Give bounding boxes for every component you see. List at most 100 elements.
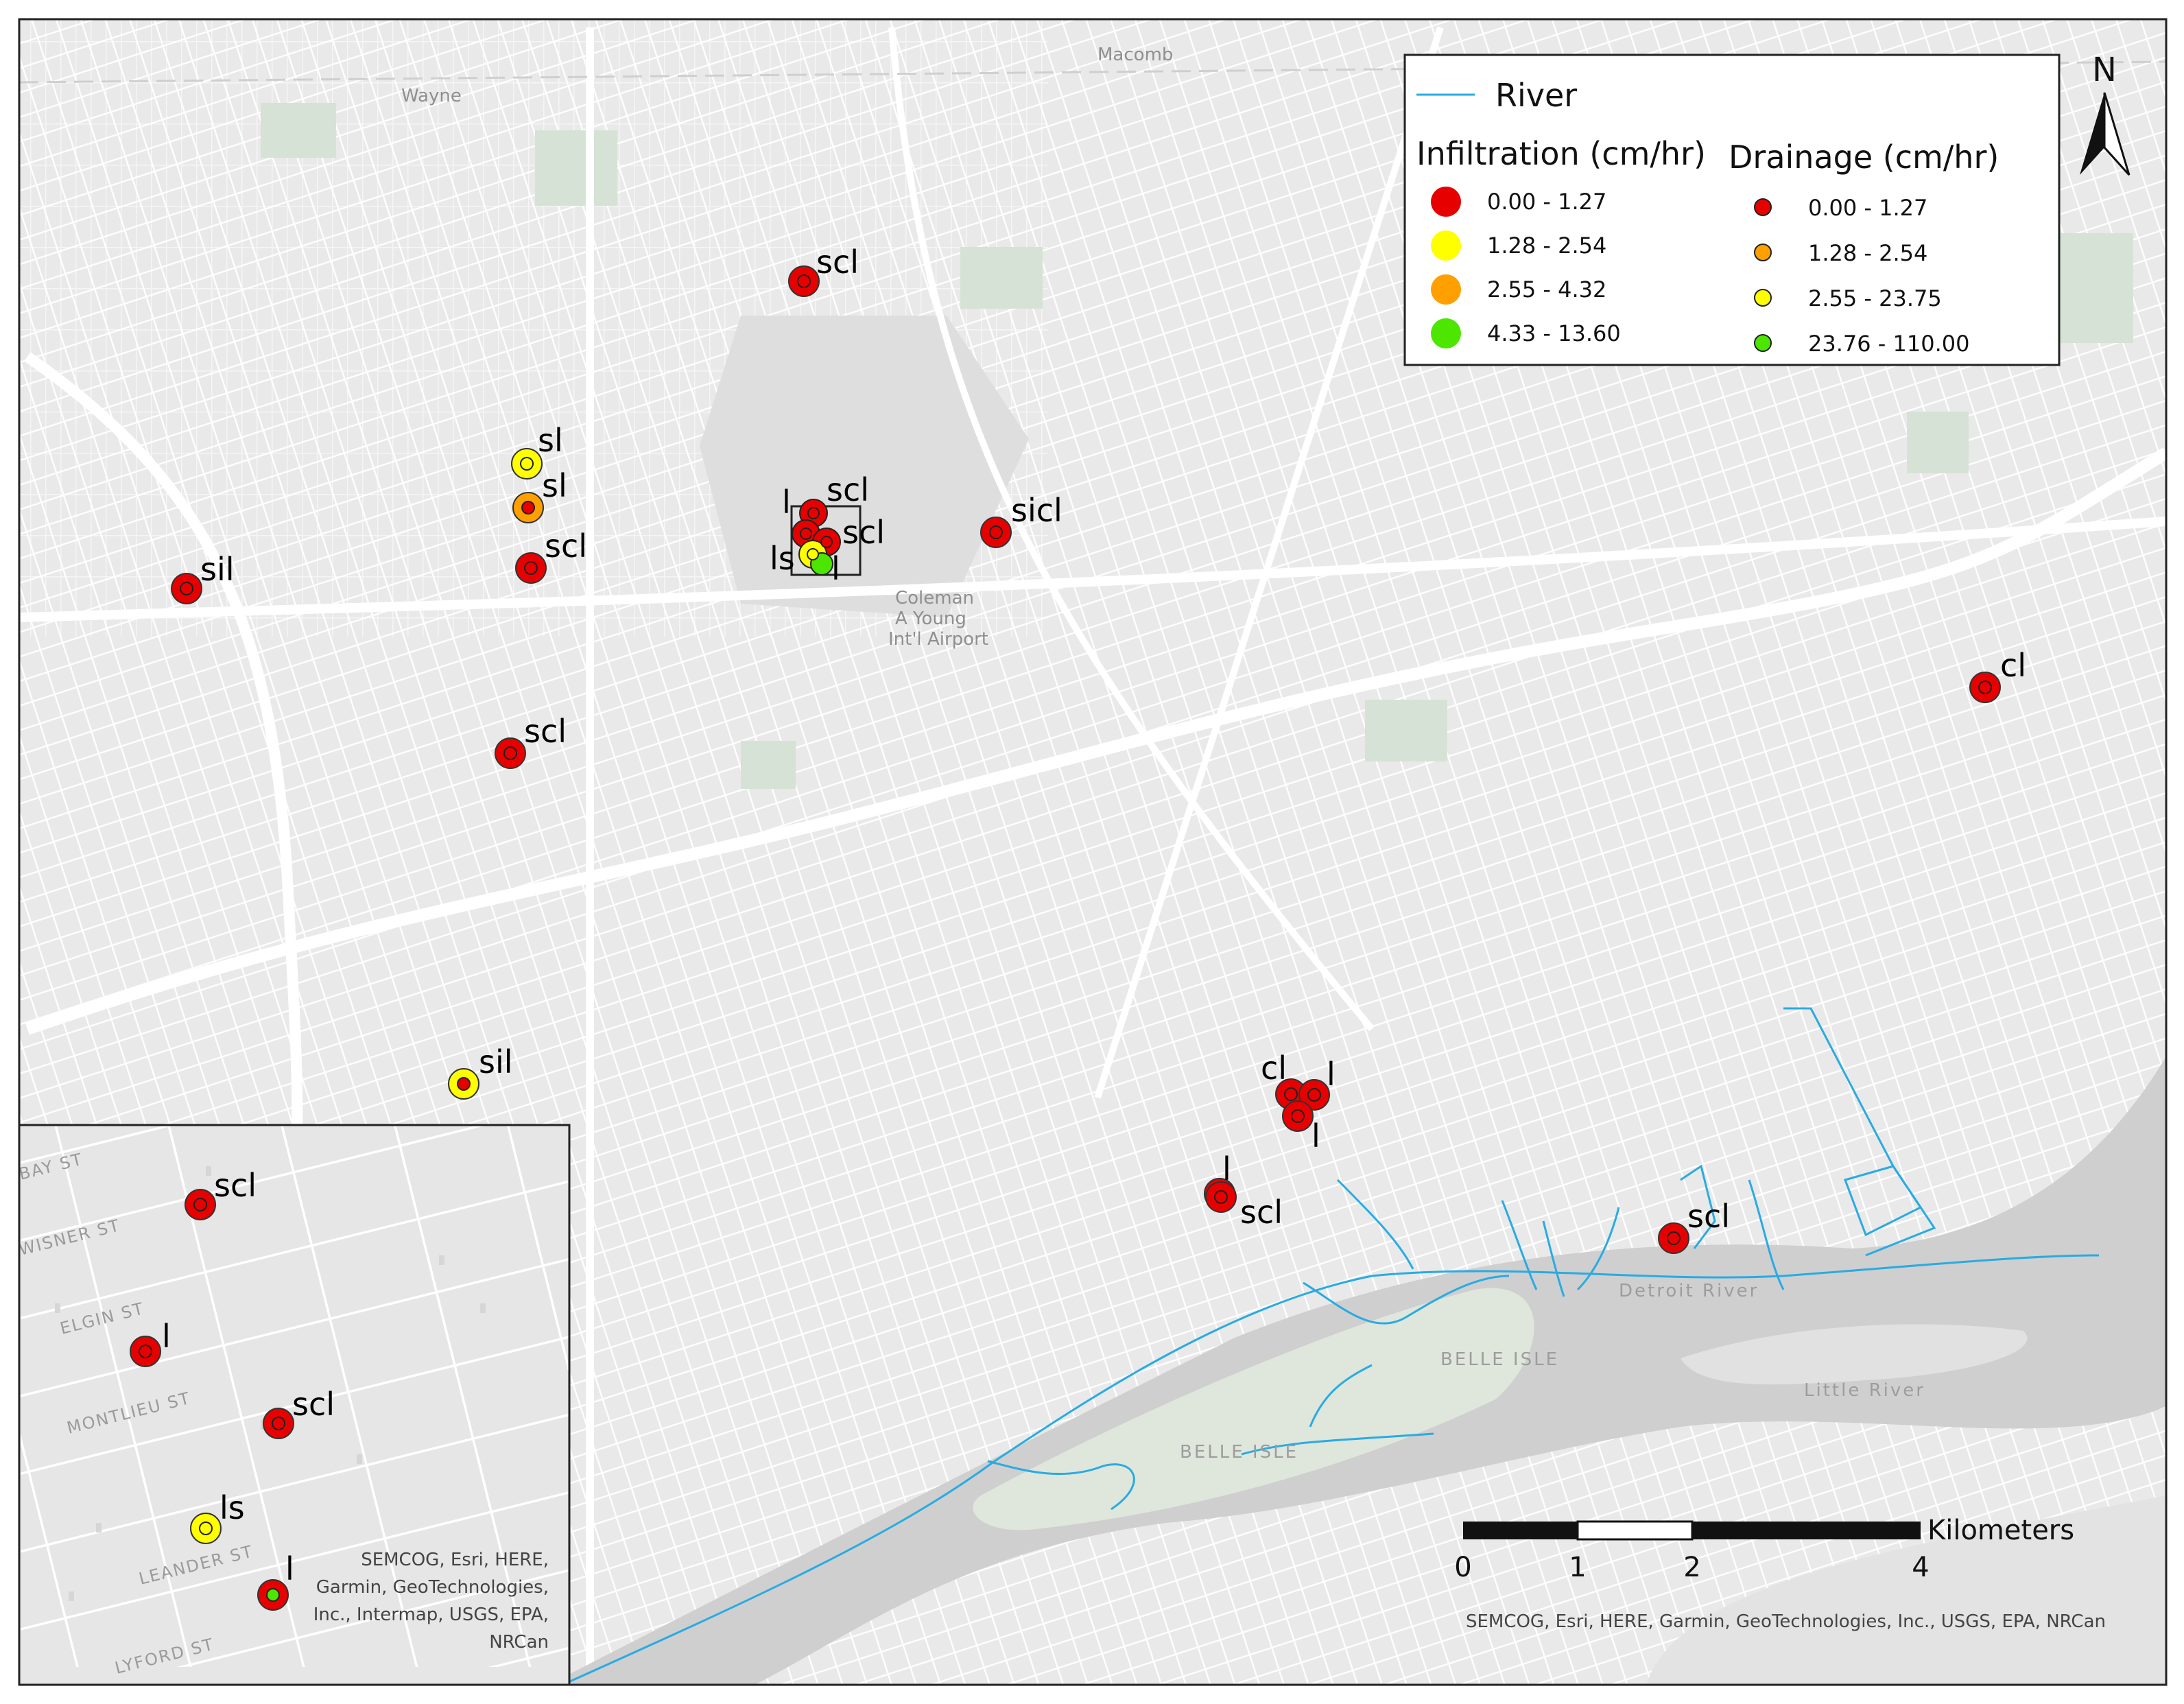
soil-texture-label: scl [292, 1386, 335, 1423]
site-marker: sl [512, 467, 567, 523]
site-marker: sil [171, 551, 235, 604]
cluster-label: scl [827, 471, 869, 508]
legend-drainage-swatch [1754, 198, 1772, 216]
site-marker: sl [511, 422, 563, 480]
inset-credit-line: Garmin, GeoTechnologies, [316, 1577, 549, 1598]
soil-texture-label: l [162, 1318, 171, 1355]
basemap-label-airport: Int'l Airport [888, 629, 988, 650]
drainage-symbol [989, 525, 1003, 539]
basemap-label-macomb: Macomb [1097, 45, 1173, 65]
drainage-symbol [180, 582, 193, 595]
legend-drainage-label: 1.28 - 2.54 [1808, 240, 1927, 266]
inset-site-marker: scl [185, 1167, 257, 1220]
site-marker: scl [1658, 1198, 1730, 1254]
legend-drainage-label: 23.76 - 110.00 [1808, 331, 1969, 357]
map-frame [18, 18, 2168, 1686]
drainage-symbol [797, 274, 811, 288]
legend-drainage-swatch [1754, 334, 1772, 352]
scale-bar: Kilometers 0 1 2 4 [1454, 1515, 2074, 1583]
soil-texture-label: ls [219, 1489, 245, 1526]
inset-credit: SEMCOG, Esri, HERE, Garmin, GeoTechnolog… [313, 1550, 549, 1653]
site-marker: scl [788, 244, 859, 297]
soil-texture-label: sil [200, 551, 235, 588]
site-marker: l [1298, 1056, 1336, 1111]
soil-texture-label: scl [214, 1167, 257, 1204]
airport-area [700, 316, 1029, 617]
inset-credit-line: SEMCOG, Esri, HERE, [361, 1550, 549, 1570]
drainage-symbol [520, 457, 534, 471]
legend-drainage-label: 2.55 - 23.75 [1808, 285, 1942, 311]
cluster-label: l [831, 550, 840, 587]
drainage-symbol [193, 1198, 207, 1211]
legend-drainage-swatch [1754, 289, 1772, 307]
basemap-label-wayne: Wayne [401, 86, 462, 106]
drainage-symbol [272, 1417, 285, 1430]
site-marker: scl [495, 713, 567, 769]
basemap-label-coleman: Coleman [895, 588, 974, 608]
site-marker: l [1282, 1100, 1320, 1155]
north-arrow-icon [2080, 93, 2104, 175]
legend-drainage-label: 0.00 - 1.27 [1808, 195, 1927, 221]
scale-tick-label: 2 [1683, 1552, 1700, 1583]
drainage-symbol [199, 1522, 213, 1535]
scale-unit: Kilometers [1927, 1515, 2074, 1546]
cluster-label: ls [770, 540, 795, 577]
legend-drainage-title: Drainage (cm/hr) [1729, 139, 1999, 176]
soil-texture-label: sl [538, 422, 563, 459]
airport-cluster: l scl scl ls l [770, 471, 885, 587]
legend-infiltration-classes: 0.00 - 1.27 1.28 - 2.54 2.55 - 4.32 4.33 - … [1431, 187, 1621, 348]
highway [1094, 26, 1444, 1099]
drainage-symbol [457, 1077, 471, 1091]
legend-infiltration-swatch [1431, 274, 1461, 305]
legend: River Infiltration (cm/hr) Drainage (cm/… [1403, 54, 2061, 366]
soil-texture-label: l [1311, 1117, 1320, 1155]
drainage-symbol [266, 1588, 280, 1602]
scale-tick-label: 4 [1912, 1552, 1929, 1583]
drainage-symbol [139, 1345, 152, 1358]
soil-texture-label: scl [1687, 1198, 1730, 1235]
site-marker: sicl [980, 492, 1063, 548]
cluster-label: scl [842, 514, 885, 551]
legend-infiltration-swatch [1431, 318, 1461, 348]
inset-site-marker: scl [263, 1386, 335, 1439]
basemap-label-a-young: A Young [895, 608, 966, 629]
site-marker: sil [448, 1043, 513, 1100]
legend-drainage-swatch [1754, 244, 1772, 261]
site-marker: cl [1969, 647, 2026, 703]
soil-texture-label: sil [479, 1043, 513, 1080]
map-credit: SEMCOG, Esri, HERE, Garmin, GeoTechnolog… [1466, 1611, 2106, 1632]
soil-texture-label: scl [816, 244, 859, 281]
drainage-symbol [503, 746, 517, 760]
water-label-little-river: Little River [1804, 1380, 1925, 1401]
scale-tick-label: 1 [1569, 1552, 1586, 1583]
soil-texture-label: cl [1261, 1050, 1287, 1087]
drainage-symbol [1667, 1231, 1681, 1245]
soil-texture-label: sicl [1011, 492, 1063, 529]
drainage-symbol [1284, 1087, 1298, 1101]
legend-river-label: River [1495, 77, 1577, 114]
legend-infiltration-swatch [1431, 187, 1461, 217]
highway [20, 517, 2166, 622]
drainage-symbol [1291, 1109, 1305, 1123]
soil-texture-label: scl [1240, 1194, 1283, 1231]
north-arrow: N [2080, 51, 2130, 176]
legend-drainage-classes: 0.00 - 1.27 1.28 - 2.54 2.55 - 23.75 23.76 … [1754, 195, 1969, 357]
site-marker: scl [515, 528, 587, 584]
legend-infiltration-title: Infiltration (cm/hr) [1416, 135, 1706, 172]
site-marker: scl [1205, 1181, 1283, 1231]
river-network [562, 1007, 2100, 1685]
inset-credit-line: NRCan [489, 1632, 549, 1653]
inset-site-marker: l [257, 1550, 294, 1611]
water-label-detroit-river: Detroit River [1619, 1281, 1759, 1301]
legend-infiltration-label: 2.55 - 4.32 [1487, 276, 1606, 303]
legend-infiltration-label: 4.33 - 13.60 [1487, 320, 1621, 346]
soil-texture-label: l [285, 1550, 294, 1587]
soil-texture-label: scl [524, 713, 567, 750]
drainage-symbol [1214, 1190, 1228, 1204]
scale-tick-label: 0 [1454, 1552, 1471, 1583]
legend-infiltration-label: 0.00 - 1.27 [1487, 189, 1606, 215]
inset-site-marker: l [130, 1318, 171, 1367]
soil-texture-label: cl [2000, 647, 2026, 684]
inset-sample-sites: scl l scl ls l [130, 1167, 335, 1611]
